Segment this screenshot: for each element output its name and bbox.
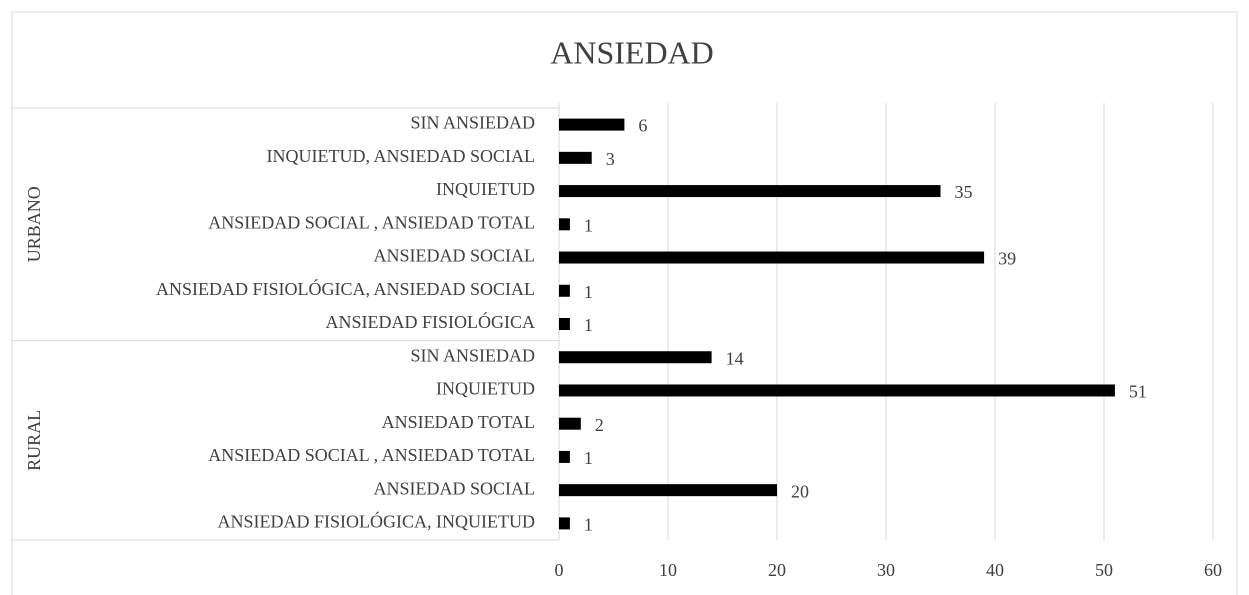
bar xyxy=(559,351,712,364)
bar xyxy=(559,450,570,463)
x-tick-label: 0 xyxy=(555,560,564,580)
y-tick-label: ANSIEDAD FISIOLÓGICA, ANSIEDAD SOCIAL xyxy=(156,278,535,299)
y-tick-label: ANSIEDAD SOCIAL xyxy=(374,478,536,498)
y-tick-label: INQUIETUD xyxy=(436,379,535,399)
group-label: RURAL xyxy=(24,410,44,471)
bar xyxy=(559,185,941,198)
y-tick-label: ANSIEDAD SOCIAL xyxy=(374,246,536,266)
bar xyxy=(559,417,581,430)
value-label: 20 xyxy=(791,481,809,501)
value-label: 6 xyxy=(638,116,647,136)
value-label: 1 xyxy=(584,315,593,335)
y-tick-label: ANSIEDAD FISIOLÓGICA, INQUIETUD xyxy=(218,511,535,532)
bar xyxy=(559,118,625,131)
bar xyxy=(559,318,570,330)
y-tick-label: SIN ANSIEDAD xyxy=(410,345,535,365)
bar xyxy=(559,218,570,231)
value-label: 3 xyxy=(606,149,615,169)
value-label: 1 xyxy=(584,448,593,468)
x-tick-label: 60 xyxy=(1204,560,1222,580)
bar xyxy=(559,517,570,530)
value-label: 39 xyxy=(998,249,1016,269)
y-tick-label: ANSIEDAD TOTAL xyxy=(382,412,535,432)
value-label: 14 xyxy=(726,348,744,368)
y-tick-label: INQUIETUD, ANSIEDAD SOCIAL xyxy=(267,146,535,166)
bar xyxy=(559,384,1115,397)
y-tick-label: SIN ANSIEDAD xyxy=(410,113,535,133)
value-label: 1 xyxy=(584,515,593,535)
bar xyxy=(559,251,985,264)
value-label: 2 xyxy=(595,415,604,435)
value-label: 35 xyxy=(955,182,973,202)
x-tick-label: 50 xyxy=(1095,560,1113,580)
x-tick-label: 20 xyxy=(768,560,786,580)
chart-title: ANSIEDAD xyxy=(550,34,714,70)
group-label: URBANO xyxy=(24,186,44,262)
value-label: 51 xyxy=(1129,382,1147,402)
value-label: 1 xyxy=(584,282,593,302)
y-tick-label: INQUIETUD xyxy=(436,179,535,199)
y-tick-label: ANSIEDAD FISIOLÓGICA xyxy=(326,311,536,332)
bar xyxy=(559,284,570,297)
value-label: 1 xyxy=(584,215,593,235)
chart-frame xyxy=(11,11,1238,595)
y-tick-label: ANSIEDAD SOCIAL , ANSIEDAD TOTAL xyxy=(208,212,535,232)
x-tick-label: 30 xyxy=(877,560,895,580)
bar xyxy=(559,151,592,164)
x-tick-label: 10 xyxy=(659,560,677,580)
x-tick-label: 40 xyxy=(986,560,1004,580)
y-tick-label: ANSIEDAD SOCIAL , ANSIEDAD TOTAL xyxy=(208,445,535,465)
bar xyxy=(559,484,777,497)
